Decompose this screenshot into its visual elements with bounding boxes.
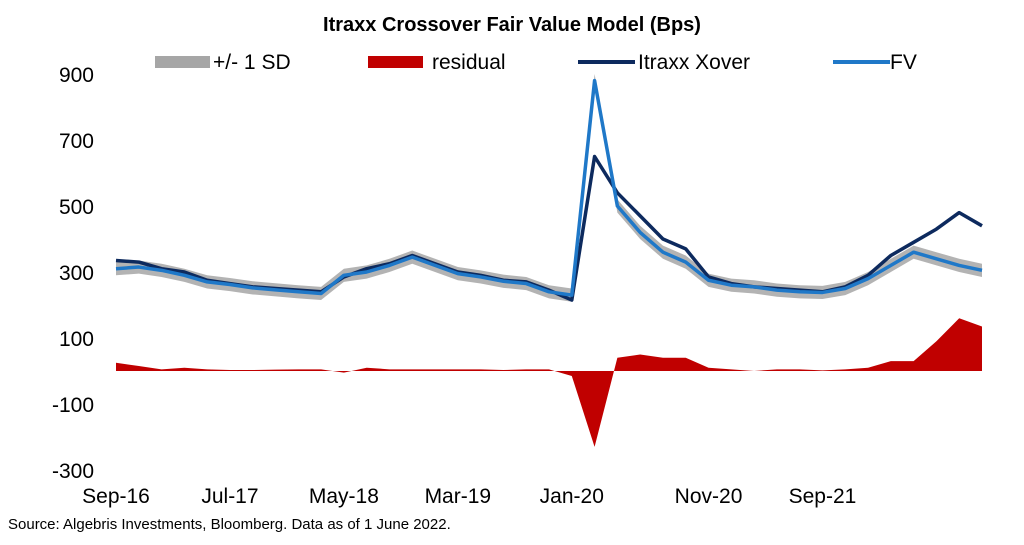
y-tick-label: 700 [59, 130, 94, 153]
x-tick-label: Sep-21 [789, 485, 857, 508]
residual-area [116, 318, 982, 447]
y-tick-label: 500 [59, 196, 94, 219]
y-tick-label: -300 [52, 460, 94, 483]
legend-label: residual [432, 51, 506, 74]
x-tick-label: Mar-19 [425, 485, 492, 508]
series-line-xover [115, 154, 983, 302]
legend-label: FV [890, 51, 917, 74]
sd-band [116, 74, 982, 302]
plot-area [115, 74, 983, 447]
y-tick-label: -100 [52, 394, 94, 417]
x-tick-label: Jul-17 [201, 485, 258, 508]
y-axis: 900 700 500 300 100 -100 -300 [52, 64, 94, 483]
legend-label: +/- 1 SD [213, 51, 291, 74]
x-tick-label: Jan-20 [540, 485, 604, 508]
y-tick-label: 100 [59, 328, 94, 351]
source-note: Source: Algebris Investments, Bloomberg.… [8, 516, 451, 533]
x-axis: Sep-16 Jul-17 May-18 Mar-19 Jan-20 Nov-20 Sep-… [82, 485, 856, 508]
legend-swatch [155, 56, 210, 68]
y-tick-label: 300 [59, 262, 94, 285]
x-tick-label: May-18 [309, 485, 379, 508]
y-tick-label: 900 [59, 64, 94, 87]
x-tick-label: Sep-16 [82, 485, 150, 508]
legend-swatch [368, 56, 423, 68]
legend: +/- 1 SD residual Itraxx Xover FV [155, 51, 917, 74]
series-line-fv [115, 78, 983, 297]
x-tick-label: Nov-20 [675, 485, 743, 508]
chart-title: Itraxx Crossover Fair Value Model (Bps) [323, 14, 701, 36]
legend-label: Itraxx Xover [638, 51, 750, 74]
